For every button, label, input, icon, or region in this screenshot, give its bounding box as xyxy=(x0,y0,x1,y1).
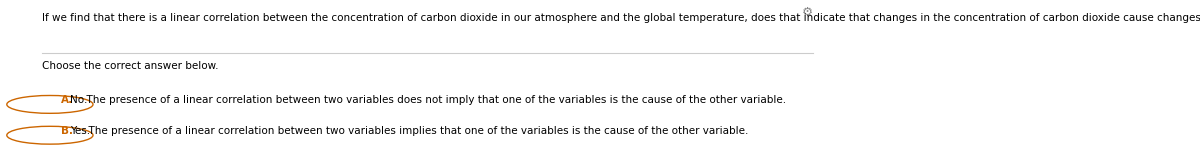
Text: If we find that there is a linear correlation between the concentration of carbo: If we find that there is a linear correl… xyxy=(42,13,1200,23)
Text: No.: No. xyxy=(71,96,88,105)
Text: The presence of a linear correlation between two variables does not imply that o: The presence of a linear correlation bet… xyxy=(80,96,786,105)
Text: A.: A. xyxy=(61,96,73,105)
Text: The presence of a linear correlation between two variables implies that one of t: The presence of a linear correlation bet… xyxy=(82,126,749,136)
Text: Yes.: Yes. xyxy=(71,126,90,136)
Text: Choose the correct answer below.: Choose the correct answer below. xyxy=(42,61,218,71)
Text: ⚙: ⚙ xyxy=(802,6,814,19)
Text: B.: B. xyxy=(61,126,73,136)
